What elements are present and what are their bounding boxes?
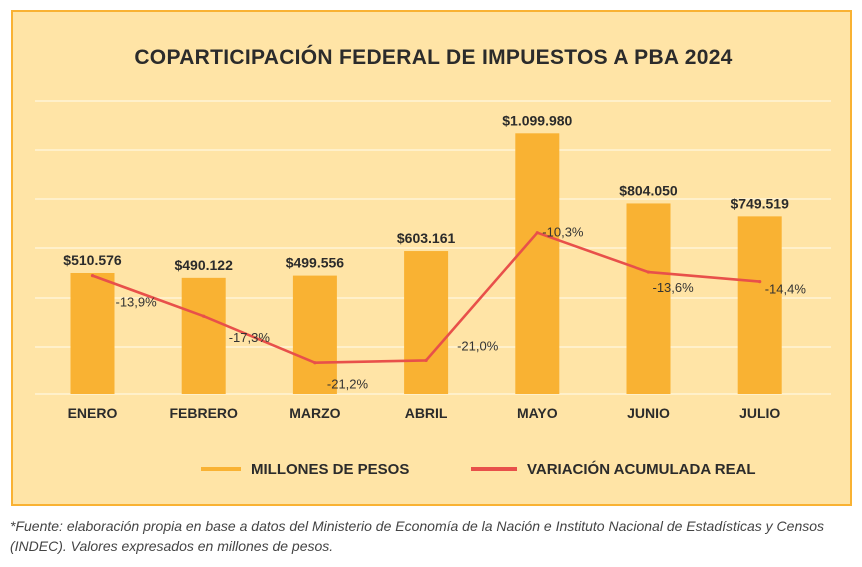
x-tick-label: JUNIO bbox=[627, 405, 670, 421]
variation-point bbox=[758, 280, 762, 284]
bar bbox=[515, 133, 560, 394]
variation-value-label: -10,3% bbox=[542, 225, 584, 240]
x-tick-label: ENERO bbox=[68, 405, 118, 421]
variation-value-label: -21,2% bbox=[327, 377, 369, 392]
variation-point bbox=[313, 361, 317, 365]
variation-value-label: -17,3% bbox=[229, 330, 271, 345]
x-tick-label: ABRIL bbox=[405, 405, 448, 421]
variation-value-label: -13,6% bbox=[653, 280, 695, 295]
bar-value-label: $749.519 bbox=[730, 195, 789, 211]
x-tick-label: JULIO bbox=[739, 405, 780, 421]
x-axis: ENERO FEBRERO MARZO ABRIL MAYO JUNIO JULIO bbox=[68, 405, 781, 421]
bar-value-label: $603.161 bbox=[397, 230, 456, 246]
bar-value-label: $499.556 bbox=[286, 255, 345, 271]
chart-svg: $510.576 $490.122 $499.556 $603.161 $1.099.9… bbox=[35, 100, 831, 478]
variation-point bbox=[424, 358, 428, 362]
variation-point bbox=[535, 231, 539, 235]
variation-value-label: -14,4% bbox=[765, 282, 807, 297]
legend-label-bars: MILLONES DE PESOS bbox=[251, 461, 409, 478]
variation-value-label: -13,9% bbox=[116, 295, 158, 310]
x-tick-label: MAYO bbox=[517, 405, 558, 421]
bar bbox=[404, 251, 449, 394]
x-tick-label: FEBRERO bbox=[169, 405, 238, 421]
chart-title: COPARTICIPACIÓN FEDERAL DE IMPUESTOS A P… bbox=[134, 46, 733, 69]
bar bbox=[626, 203, 671, 394]
x-tick-label: MARZO bbox=[289, 405, 340, 421]
variation-point bbox=[202, 314, 206, 318]
bar-value-label: $804.050 bbox=[619, 182, 678, 198]
chart-panel: $510.576 $490.122 $499.556 $603.161 $1.099.9… bbox=[11, 10, 852, 506]
bar bbox=[181, 277, 226, 394]
bar-value-label: $1.099.980 bbox=[502, 112, 572, 128]
bar-value-label: $490.122 bbox=[174, 257, 233, 273]
variation-point bbox=[646, 270, 651, 274]
footnote: *Fuente: elaboración propia en base a da… bbox=[10, 518, 825, 554]
bar bbox=[292, 275, 337, 394]
bars bbox=[70, 133, 782, 394]
bar bbox=[70, 272, 115, 394]
bar-value-label: $510.576 bbox=[63, 252, 122, 268]
legend: MILLONES DE PESOS VARIACIÓN ACUMULADA REA… bbox=[201, 460, 756, 478]
data-labels: $510.576 $490.122 $499.556 $603.161 $1.099.9… bbox=[63, 112, 806, 391]
variation-line bbox=[90, 231, 762, 365]
bar bbox=[737, 216, 782, 394]
variation-value-label: -21,0% bbox=[457, 338, 499, 353]
legend-label-line: VARIACIÓN ACUMULADA REAL bbox=[527, 460, 756, 478]
variation-point bbox=[90, 274, 95, 278]
